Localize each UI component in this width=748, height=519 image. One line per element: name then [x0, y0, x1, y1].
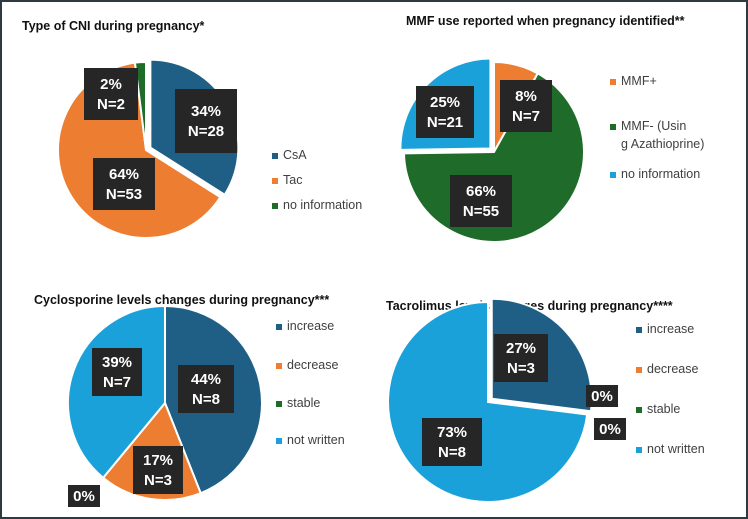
- legend-item: decrease: [276, 358, 338, 372]
- legend-item: decrease: [636, 362, 698, 376]
- data-label: 44%N=8: [178, 365, 234, 413]
- data-label-text: N=55: [463, 203, 499, 220]
- legend-swatch: [636, 407, 642, 413]
- legend-swatch: [272, 153, 278, 159]
- data-label-text: N=3: [144, 472, 172, 489]
- data-label: 8%N=7: [500, 80, 552, 132]
- data-label-text: 64%: [109, 166, 139, 183]
- legend-label: decrease: [287, 358, 338, 372]
- legend-item: no information: [272, 198, 362, 212]
- data-label: 0%: [68, 485, 100, 507]
- data-label-text: 39%: [102, 354, 132, 371]
- legend-swatch: [636, 367, 642, 373]
- legend-swatch: [610, 172, 616, 178]
- legend-label: CsA: [283, 148, 307, 162]
- data-label-text: 8%: [515, 88, 537, 105]
- data-label-text: 2%: [100, 76, 122, 93]
- data-label-text: 66%: [466, 183, 496, 200]
- data-label-text: N=7: [103, 374, 131, 391]
- legend-item: increase: [636, 322, 694, 336]
- data-label: 0%: [586, 385, 618, 407]
- legend-label: Tac: [283, 173, 302, 187]
- legend-label: decrease: [647, 362, 698, 376]
- data-label-text: N=53: [106, 186, 142, 203]
- data-label: 27%N=3: [494, 334, 548, 382]
- legend-label: not written: [287, 433, 345, 447]
- data-label-text: N=2: [97, 96, 125, 113]
- legend-swatch: [636, 327, 642, 333]
- legend-item: no information: [610, 167, 700, 181]
- legend-label: g Azathioprine): [621, 137, 704, 151]
- data-label-text: 0%: [73, 488, 95, 505]
- pie-chart-3: Cyclosporine levels changes during pregn…: [34, 293, 345, 507]
- data-label-text: 73%: [437, 424, 467, 441]
- data-label-text: 44%: [191, 371, 221, 388]
- data-label: 66% N=55: [450, 175, 512, 227]
- data-label: 0%: [594, 418, 626, 440]
- legend-item: MMF+: [610, 74, 657, 88]
- legend-item: CsA: [272, 148, 307, 162]
- legend-label: no information: [283, 198, 362, 212]
- data-label-text: 34%: [191, 103, 221, 120]
- data-label-text: N=8: [192, 391, 220, 408]
- data-label-text: N=8: [438, 444, 466, 461]
- data-label: 73%N=8: [422, 418, 482, 466]
- data-label: 34% N=28: [175, 89, 237, 153]
- data-label-text: 0%: [599, 421, 621, 438]
- legend-swatch: [272, 178, 278, 184]
- pie-chart-2: MMF use reported when pregnancy identifi…: [399, 14, 704, 243]
- legend-swatch: [610, 79, 616, 85]
- data-label: 64% N=53: [93, 158, 155, 210]
- legend-item: stable: [276, 396, 320, 410]
- pie-chart-4: Tacrolimus levels changes during pregnan…: [386, 297, 705, 503]
- data-label-text: N=28: [188, 123, 224, 140]
- data-label: 39%N=7: [92, 348, 142, 396]
- legend-item: increase: [276, 319, 334, 333]
- legend-item: Tac: [272, 173, 302, 187]
- legend-label: increase: [287, 319, 334, 333]
- legend-label: MMF- (Usin: [621, 119, 686, 133]
- data-label: 17%N=3: [133, 446, 183, 494]
- legend-swatch: [610, 124, 616, 130]
- data-label-text: N=3: [507, 360, 535, 377]
- pie-chart-1: Type of CNI during pregnancy* 34% N=28 64% N…: [22, 19, 362, 239]
- data-label: 25% N=21: [416, 86, 474, 138]
- legend-item: stable: [636, 402, 680, 416]
- legend-label: not written: [647, 442, 705, 456]
- legend-label: no information: [621, 167, 700, 181]
- legend-swatch: [276, 363, 282, 369]
- legend-swatch: [636, 447, 642, 453]
- data-label-text: 17%: [143, 452, 173, 469]
- legend-swatch: [276, 324, 282, 330]
- data-label-text: N=7: [512, 108, 540, 125]
- legend-item: not written: [276, 433, 345, 447]
- legend-label: MMF+: [621, 74, 657, 88]
- chart-title: MMF use reported when pregnancy identifi…: [406, 14, 685, 28]
- data-label-text: 27%: [506, 340, 536, 357]
- legend-swatch: [276, 438, 282, 444]
- legend-label: stable: [287, 396, 320, 410]
- legend-swatch: [276, 401, 282, 407]
- legend-label: stable: [647, 402, 680, 416]
- data-label-text: N=21: [427, 114, 463, 131]
- chart-title: Type of CNI during pregnancy*: [22, 19, 205, 33]
- legend-label: increase: [647, 322, 694, 336]
- data-label-text: 25%: [430, 94, 460, 111]
- legend-item: MMF- (Usin g Azathioprine): [610, 119, 704, 151]
- data-label-text: 0%: [591, 388, 613, 405]
- data-label: 2%N=2: [84, 68, 138, 120]
- legend-item: not written: [636, 442, 705, 456]
- chart-title: Cyclosporine levels changes during pregn…: [34, 293, 329, 307]
- legend-swatch: [272, 203, 278, 209]
